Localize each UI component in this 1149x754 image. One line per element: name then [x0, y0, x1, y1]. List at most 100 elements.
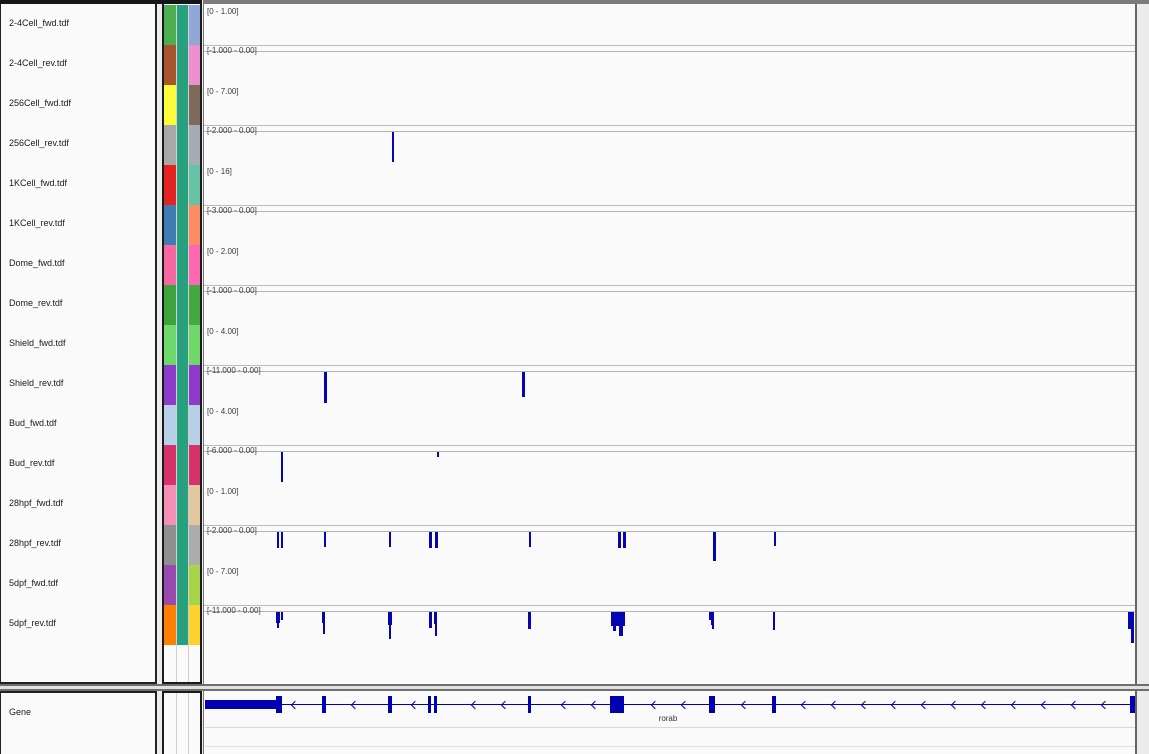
- track-name[interactable]: 256Cell_rev.tdf: [9, 138, 69, 148]
- attribute-cell[interactable]: [189, 565, 200, 605]
- attribute-cell[interactable]: [177, 45, 188, 85]
- data-track-row[interactable]: [0 - 7.00]: [204, 85, 1135, 125]
- track-name[interactable]: Dome_rev.tdf: [9, 298, 63, 308]
- gene-name-label[interactable]: rorab: [658, 714, 678, 723]
- data-track-row[interactable]: [0 - 4.00]: [204, 405, 1135, 445]
- data-track-row[interactable]: [-6.000 - 0.00]: [204, 445, 1135, 485]
- attribute-cell[interactable]: [177, 405, 188, 445]
- attribute-cell[interactable]: [164, 365, 176, 405]
- attribute-cell[interactable]: [164, 605, 176, 645]
- gene-exon[interactable]: [434, 696, 437, 713]
- attribute-cell[interactable]: [177, 5, 188, 45]
- gene-exon[interactable]: [709, 696, 715, 713]
- coverage-spike: [389, 532, 391, 547]
- attribute-cell[interactable]: [177, 565, 188, 605]
- data-track-row[interactable]: [0 - 2.00]: [204, 245, 1135, 285]
- attribute-cell[interactable]: [164, 5, 176, 45]
- attribute-cell[interactable]: [189, 525, 200, 565]
- gene-exon[interactable]: [772, 696, 776, 713]
- track-name[interactable]: 5dpf_fwd.tdf: [9, 578, 59, 588]
- attribute-cell[interactable]: [177, 525, 188, 565]
- gene-model-panel[interactable]: rorab: [203, 691, 1137, 754]
- attribute-cell[interactable]: [189, 45, 200, 85]
- attribute-cell[interactable]: [189, 445, 200, 485]
- gene-exon[interactable]: [428, 696, 431, 713]
- attribute-cell[interactable]: [164, 405, 176, 445]
- track-name[interactable]: Bud_rev.tdf: [9, 458, 55, 468]
- track-name[interactable]: Shield_rev.tdf: [9, 378, 64, 388]
- strand-arrow-icon: [890, 700, 900, 709]
- attribute-cell[interactable]: [177, 325, 188, 365]
- attribute-cell[interactable]: [189, 245, 200, 285]
- track-name[interactable]: Shield_fwd.tdf: [9, 338, 66, 348]
- gene-exon[interactable]: [610, 696, 624, 713]
- data-track-row[interactable]: [0 - 1.00]: [204, 485, 1135, 525]
- track-name[interactable]: 2-4Cell_rev.tdf: [9, 58, 67, 68]
- gene-utr-block[interactable]: [205, 700, 277, 709]
- track-name[interactable]: Bud_fwd.tdf: [9, 418, 57, 428]
- data-track-row[interactable]: [-2.000 - 0.00]: [204, 525, 1135, 565]
- attribute-cell[interactable]: [189, 205, 200, 245]
- attribute-cell[interactable]: [189, 485, 200, 525]
- attribute-cell[interactable]: [189, 405, 200, 445]
- track-name[interactable]: 1KCell_rev.tdf: [9, 218, 65, 228]
- gene-exon[interactable]: [322, 696, 326, 713]
- attribute-cell[interactable]: [164, 565, 176, 605]
- attribute-cell[interactable]: [177, 85, 188, 125]
- zero-baseline: [204, 611, 1135, 612]
- track-name[interactable]: 5dpf_rev.tdf: [9, 618, 56, 628]
- data-track-row[interactable]: [-3.000 - 0.00]: [204, 205, 1135, 245]
- track-name[interactable]: 1KCell_fwd.tdf: [9, 178, 68, 188]
- gene-exon[interactable]: [1130, 696, 1135, 713]
- track-name[interactable]: 256Cell_fwd.tdf: [9, 98, 72, 108]
- attribute-cell[interactable]: [164, 45, 176, 85]
- attribute-cell[interactable]: [164, 205, 176, 245]
- track-name[interactable]: 2-4Cell_fwd.tdf: [9, 18, 70, 28]
- attribute-cell[interactable]: [164, 165, 176, 205]
- attribute-cell[interactable]: [189, 165, 200, 205]
- data-tracks-panel[interactable]: [0 - 1.00] [-1.000 - 0.00] [0 - 7.00] [-2.0…: [203, 4, 1137, 684]
- attribute-cell[interactable]: [189, 365, 200, 405]
- attribute-cell[interactable]: [164, 485, 176, 525]
- gene-exon[interactable]: [388, 696, 392, 713]
- attribute-cell[interactable]: [177, 245, 188, 285]
- attribute-cell[interactable]: [189, 5, 200, 45]
- panel-divider[interactable]: [0, 684, 1149, 691]
- attribute-cell[interactable]: [164, 325, 176, 365]
- attribute-cell[interactable]: [177, 485, 188, 525]
- attribute-cell[interactable]: [189, 125, 200, 165]
- data-track-row[interactable]: [-2.000 - 0.00]: [204, 125, 1135, 165]
- gene-exon[interactable]: [528, 696, 531, 713]
- track-name[interactable]: Dome_fwd.tdf: [9, 258, 65, 268]
- attribute-cell[interactable]: [177, 205, 188, 245]
- attribute-cell[interactable]: [164, 525, 176, 565]
- attribute-cell[interactable]: [164, 445, 176, 485]
- track-name[interactable]: 28hpf_rev.tdf: [9, 538, 61, 548]
- gene-exon[interactable]: [276, 696, 282, 713]
- attribute-cell[interactable]: [164, 85, 176, 125]
- data-track-row[interactable]: [-1.000 - 0.00]: [204, 45, 1135, 85]
- data-track-row[interactable]: [0 - 7.00]: [204, 565, 1135, 605]
- data-track-row[interactable]: [0 - 4.00]: [204, 325, 1135, 365]
- attribute-cell[interactable]: [177, 165, 188, 205]
- attribute-cell[interactable]: [177, 605, 188, 645]
- data-track-row[interactable]: [-11.000 - 0.00]: [204, 365, 1135, 405]
- attribute-cell[interactable]: [177, 285, 188, 325]
- attribute-cell[interactable]: [189, 285, 200, 325]
- attribute-cell[interactable]: [164, 245, 176, 285]
- data-track-row[interactable]: [0 - 16]: [204, 165, 1135, 205]
- data-track-row[interactable]: [-11.000 - 0.00]: [204, 605, 1135, 645]
- track-name[interactable]: 28hpf_fwd.tdf: [9, 498, 64, 508]
- attribute-cell[interactable]: [189, 85, 200, 125]
- attribute-cell[interactable]: [177, 365, 188, 405]
- attribute-cell[interactable]: [177, 125, 188, 165]
- attribute-cell[interactable]: [164, 285, 176, 325]
- coverage-spike: [522, 372, 525, 397]
- data-track-row[interactable]: [0 - 1.00]: [204, 5, 1135, 45]
- attribute-cell[interactable]: [177, 445, 188, 485]
- attribute-cell[interactable]: [189, 605, 200, 645]
- data-track-row[interactable]: [-1.000 - 0.00]: [204, 285, 1135, 325]
- attribute-cell[interactable]: [189, 325, 200, 365]
- attribute-cell[interactable]: [164, 125, 176, 165]
